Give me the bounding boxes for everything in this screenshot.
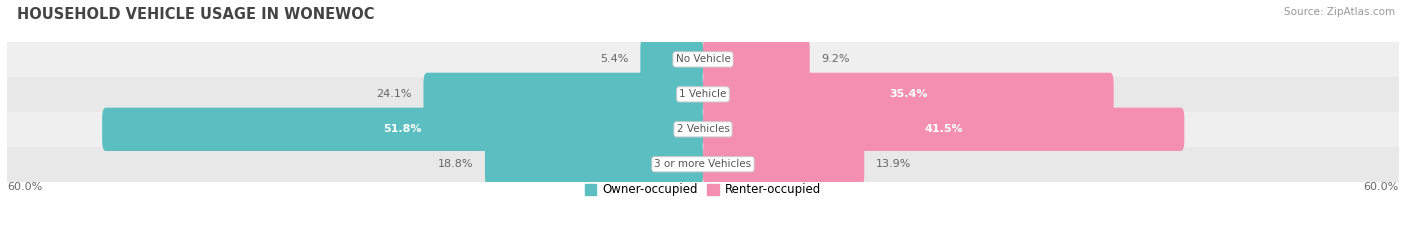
Text: 60.0%: 60.0% xyxy=(1364,182,1399,192)
Text: Source: ZipAtlas.com: Source: ZipAtlas.com xyxy=(1284,7,1395,17)
Text: 35.4%: 35.4% xyxy=(889,89,928,99)
Text: 24.1%: 24.1% xyxy=(377,89,412,99)
Text: 13.9%: 13.9% xyxy=(876,159,911,169)
FancyBboxPatch shape xyxy=(640,38,703,81)
Text: 51.8%: 51.8% xyxy=(384,124,422,134)
FancyBboxPatch shape xyxy=(703,108,1184,151)
Text: HOUSEHOLD VEHICLE USAGE IN WONEWOC: HOUSEHOLD VEHICLE USAGE IN WONEWOC xyxy=(17,7,374,22)
FancyBboxPatch shape xyxy=(485,143,703,186)
Bar xyxy=(7,112,1399,147)
Text: 18.8%: 18.8% xyxy=(437,159,474,169)
FancyBboxPatch shape xyxy=(703,73,1114,116)
Text: 1 Vehicle: 1 Vehicle xyxy=(679,89,727,99)
Text: 2 Vehicles: 2 Vehicles xyxy=(676,124,730,134)
Text: 60.0%: 60.0% xyxy=(7,182,42,192)
Text: No Vehicle: No Vehicle xyxy=(675,55,731,64)
Text: 9.2%: 9.2% xyxy=(821,55,849,64)
Text: 41.5%: 41.5% xyxy=(924,124,963,134)
FancyBboxPatch shape xyxy=(703,143,865,186)
Legend: Owner-occupied, Renter-occupied: Owner-occupied, Renter-occupied xyxy=(579,178,827,201)
Bar xyxy=(7,42,1399,77)
FancyBboxPatch shape xyxy=(103,108,703,151)
Bar xyxy=(7,147,1399,182)
FancyBboxPatch shape xyxy=(423,73,703,116)
Bar xyxy=(7,77,1399,112)
Text: 3 or more Vehicles: 3 or more Vehicles xyxy=(654,159,752,169)
FancyBboxPatch shape xyxy=(703,38,810,81)
Text: 5.4%: 5.4% xyxy=(600,55,628,64)
